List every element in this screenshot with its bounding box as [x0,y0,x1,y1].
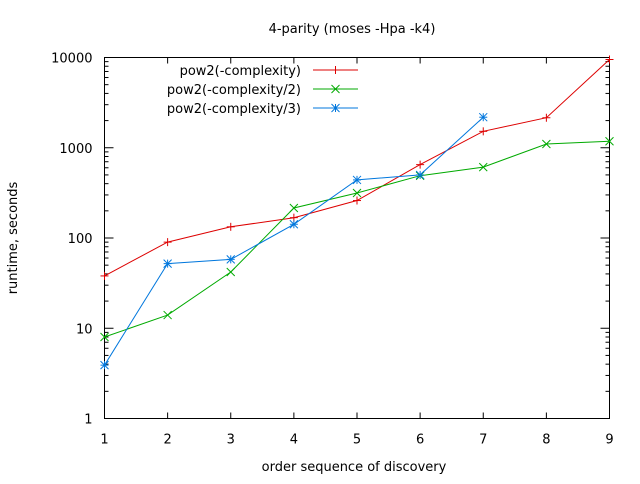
y-tick-label: 1000 [59,142,92,157]
data-point [416,160,425,169]
x-tick-label: 6 [416,433,424,448]
legend-marker [331,103,340,113]
legend-marker [331,66,340,74]
x-tick-label: 3 [227,433,235,448]
data-point [100,271,109,280]
data-point [100,332,109,342]
legend-label: pow2(-complexity) [180,64,301,79]
legend-entry: pow2(-complexity/3) [167,102,358,117]
data-point [163,310,172,320]
chart-title: 4-parity (moses -Hpa -k4) [269,22,436,37]
legend-marker [331,84,340,94]
data-point [605,55,614,64]
x-axis: 1 2 3 4 5 6 7 8 9 [100,57,614,448]
data-point [542,113,551,122]
series-2 [100,136,614,342]
series-line [104,116,484,366]
legend-label: pow2(-complexity/3) [167,102,301,117]
legend-entry: pow2(-complexity) [180,64,358,79]
data-point [226,267,236,277]
y-tick-label: 1 [84,413,92,428]
y-tick-label: 10000 [51,52,92,67]
x-tick-label: 1 [100,433,108,448]
y-tick-label: 100 [68,232,93,247]
series-3 [100,112,488,370]
x-tick-label: 2 [163,433,171,448]
data-point [163,259,172,268]
data-point [479,127,488,136]
data-point [100,360,109,370]
legend-label: pow2(-complexity/2) [167,83,301,98]
legend-entry: pow2(-complexity/2) [167,83,358,98]
x-tick-label: 5 [353,433,361,448]
legend: pow2(-complexity) pow2(-complexity/2) pow2… [167,64,358,117]
y-axis-label: runtime, seconds [6,181,21,294]
x-axis-label: order sequence of discovery [262,460,447,475]
data-point [478,162,488,172]
series-1 [100,55,614,280]
data-point [415,170,425,180]
data-point [289,219,299,229]
series-layer [100,55,614,370]
data-point [353,196,361,205]
data-point [163,238,172,247]
data-point [352,188,362,198]
data-point [352,175,362,185]
data-point [542,139,551,149]
data-point [478,112,488,122]
x-tick-label: 8 [542,433,550,448]
data-point [289,203,299,213]
data-point [226,254,236,264]
x-tick-label: 9 [605,433,613,448]
x-tick-label: 7 [479,433,487,448]
y-tick-label: 10 [76,322,93,337]
data-point [605,136,614,146]
data-point [226,222,235,231]
x-tick-label: 4 [290,433,298,448]
